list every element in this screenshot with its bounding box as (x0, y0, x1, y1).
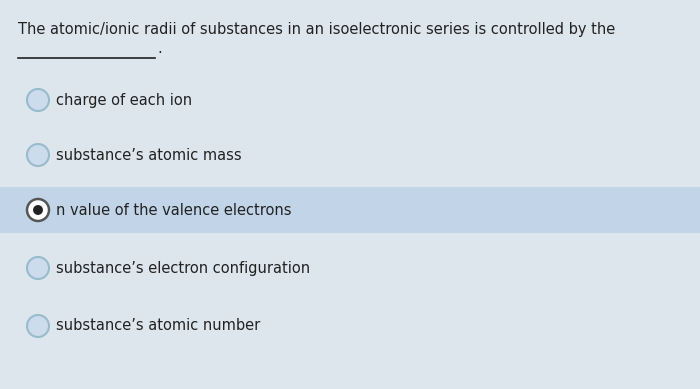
Text: n value of the valence electrons: n value of the valence electrons (56, 203, 291, 217)
Ellipse shape (27, 199, 49, 221)
Ellipse shape (27, 144, 49, 166)
Ellipse shape (33, 205, 43, 215)
Text: The atomic/ionic radii of substances in an isoelectronic series is controlled by: The atomic/ionic radii of substances in … (18, 22, 615, 37)
Ellipse shape (27, 257, 49, 279)
Text: substance’s atomic mass: substance’s atomic mass (56, 147, 241, 163)
FancyBboxPatch shape (0, 187, 700, 233)
Text: substance’s electron configuration: substance’s electron configuration (56, 261, 310, 275)
Text: substance’s atomic number: substance’s atomic number (56, 319, 260, 333)
Ellipse shape (27, 315, 49, 337)
Ellipse shape (27, 89, 49, 111)
Text: .: . (157, 41, 162, 56)
Text: charge of each ion: charge of each ion (56, 93, 192, 107)
